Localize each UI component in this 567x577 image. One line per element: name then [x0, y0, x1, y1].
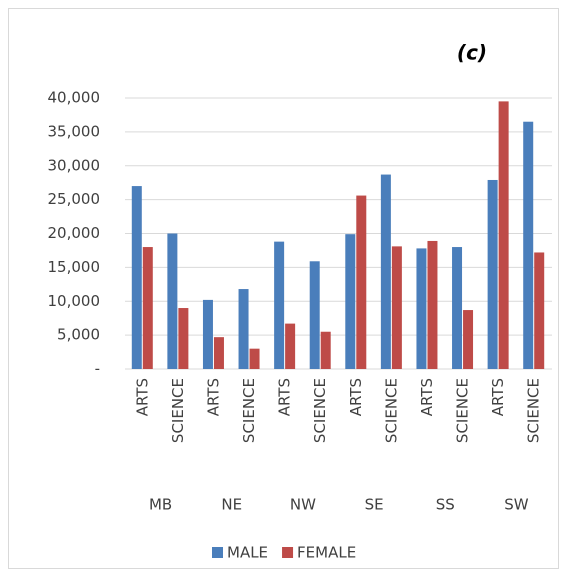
bar — [238, 289, 249, 369]
y-tick-label: 5,000 — [57, 326, 100, 344]
legend-swatch — [282, 547, 294, 558]
x-tick-label: ARTS — [489, 378, 507, 416]
bar — [345, 234, 356, 369]
y-tick-label: 40,000 — [48, 89, 101, 107]
group-label: NW — [290, 496, 316, 514]
legend-label: MALE — [227, 544, 268, 562]
x-tick-label: SCIENCE — [382, 378, 400, 443]
group-label: MB — [149, 496, 172, 514]
legend-swatch — [212, 547, 223, 558]
x-tick-label: SCIENCE — [169, 378, 187, 443]
x-tick-label: ARTS — [418, 378, 436, 416]
bar — [356, 195, 367, 369]
bar — [249, 348, 260, 369]
bar — [523, 121, 534, 370]
x-tick-label: SCIENCE — [240, 378, 258, 443]
bar — [452, 247, 463, 369]
y-tick-label: 35,000 — [48, 122, 101, 140]
bar — [391, 246, 402, 369]
bar — [309, 261, 320, 369]
x-tick-label: ARTS — [347, 378, 365, 416]
x-tick-label: SCIENCE — [525, 378, 543, 443]
x-tick-label: SCIENCE — [454, 378, 472, 443]
y-tick-label: 30,000 — [48, 156, 101, 174]
bar — [285, 323, 296, 369]
group-label: SW — [504, 496, 529, 514]
y-tick-label: - — [95, 360, 100, 378]
bar — [178, 308, 189, 369]
bar — [213, 337, 224, 369]
y-tick-label: 15,000 — [48, 258, 101, 276]
bar — [320, 331, 331, 369]
y-tick-label: 10,000 — [48, 292, 101, 310]
y-tick-label: 20,000 — [48, 224, 101, 242]
bar — [416, 248, 427, 369]
bar — [534, 252, 545, 369]
group-label: SE — [365, 496, 384, 514]
group-label: SS — [436, 496, 455, 514]
bar — [380, 174, 391, 369]
x-tick-label: ARTS — [133, 378, 151, 416]
bar — [142, 247, 153, 369]
bar — [167, 233, 178, 369]
bar — [131, 186, 142, 369]
bar — [498, 101, 509, 369]
bar — [274, 241, 285, 369]
x-tick-label: ARTS — [276, 378, 294, 416]
bar — [463, 310, 474, 369]
bar — [202, 299, 213, 369]
x-tick-label: SCIENCE — [311, 378, 329, 443]
legend-label: FEMALE — [297, 544, 356, 562]
chart-title: (c) — [457, 41, 487, 65]
bar — [487, 179, 498, 369]
bar — [427, 240, 438, 369]
x-tick-label: ARTS — [204, 378, 222, 416]
group-label: NE — [221, 496, 242, 514]
y-tick-label: 25,000 — [48, 190, 101, 208]
